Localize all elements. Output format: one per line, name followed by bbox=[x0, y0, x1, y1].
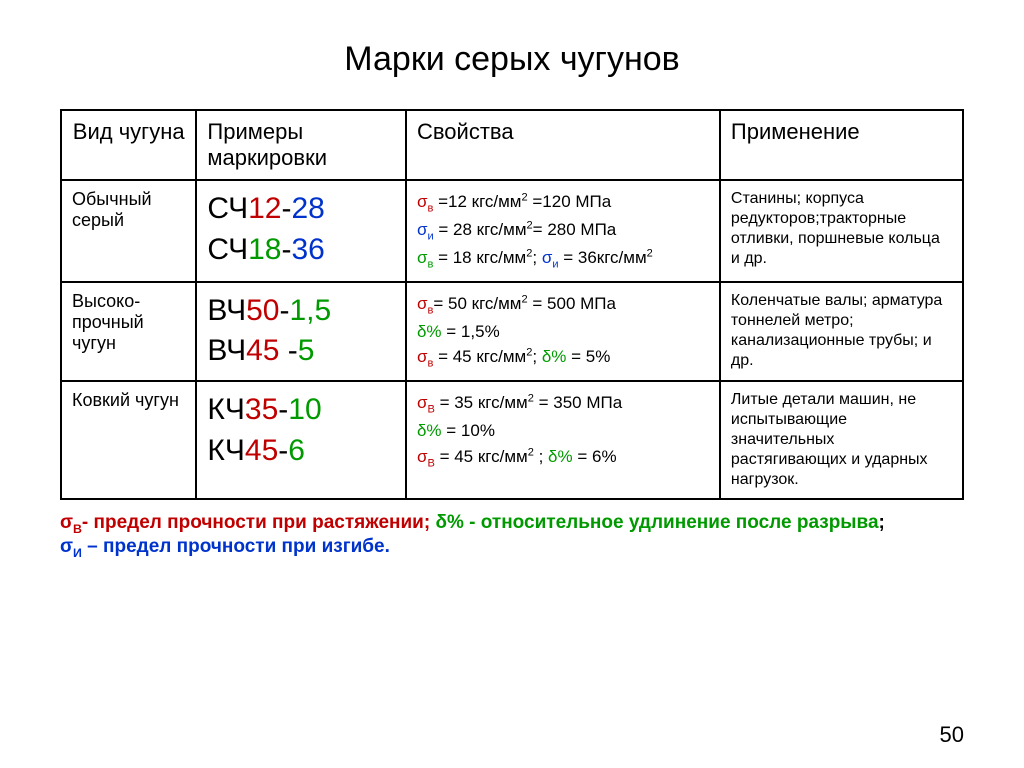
page-number: 50 bbox=[940, 722, 964, 748]
cell-application: Литые детали машин, не испытывающие знач… bbox=[720, 381, 963, 499]
property-line: σв= 50 кгс/мм2 = 500 МПа bbox=[417, 291, 709, 319]
cell-application: Станины; корпуса редукторов;тракторные о… bbox=[720, 180, 963, 282]
col-header-mark: Примеры маркировки bbox=[196, 110, 406, 180]
mark-line: СЧ18-36 bbox=[207, 230, 395, 271]
property-line: σВ = 45 кгс/мм2 ; δ% = 6% bbox=[417, 444, 709, 472]
col-header-properties: Свойства bbox=[406, 110, 720, 180]
cell-properties: σВ = 35 кгс/мм2 = 350 МПа δ% = 10%σВ = 4… bbox=[406, 381, 720, 499]
property-line: σи = 28 кгс/мм2= 280 МПа bbox=[417, 217, 709, 245]
col-header-application: Применение bbox=[720, 110, 963, 180]
cell-marks: ВЧ50-1,5ВЧ45 -5 bbox=[196, 282, 406, 381]
materials-table: Вид чугуна Примеры маркировки Свойства П… bbox=[60, 109, 964, 500]
table-header-row: Вид чугуна Примеры маркировки Свойства П… bbox=[61, 110, 963, 180]
table-row: Высоко-прочный чугунВЧ50-1,5ВЧ45 -5σв= 5… bbox=[61, 282, 963, 381]
property-line: σв = 18 кгс/мм2; σи = 36кгс/мм2 bbox=[417, 245, 709, 273]
col-header-type: Вид чугуна bbox=[61, 110, 196, 180]
table-row: Обычный серыйСЧ12-28СЧ18-36σв =12 кгс/мм… bbox=[61, 180, 963, 282]
property-line: δ% = 1,5% bbox=[417, 319, 709, 345]
mark-line: ВЧ45 -5 bbox=[207, 331, 395, 372]
cell-type: Высоко-прочный чугун bbox=[61, 282, 196, 381]
property-line: σВ = 35 кгс/мм2 = 350 МПа bbox=[417, 390, 709, 418]
mark-line: СЧ12-28 bbox=[207, 189, 395, 230]
mark-line: ВЧ50-1,5 bbox=[207, 291, 395, 332]
cell-application: Коленчатые валы; арматура тоннелей метро… bbox=[720, 282, 963, 381]
property-line: σв =12 кгс/мм2 =120 МПа bbox=[417, 189, 709, 217]
cell-type: Ковкий чугун bbox=[61, 381, 196, 499]
page-title: Марки серых чугунов bbox=[60, 40, 964, 79]
cell-marks: СЧ12-28СЧ18-36 bbox=[196, 180, 406, 282]
cell-properties: σв =12 кгс/мм2 =120 МПаσи = 28 кгс/мм2= … bbox=[406, 180, 720, 282]
mark-line: КЧ35-10 bbox=[207, 390, 395, 431]
table-row: Ковкий чугунКЧ35-10КЧ45-6σВ = 35 кгс/мм2… bbox=[61, 381, 963, 499]
mark-line: КЧ45-6 bbox=[207, 431, 395, 472]
cell-marks: КЧ35-10КЧ45-6 bbox=[196, 381, 406, 499]
property-line: σв = 45 кгс/мм2; δ% = 5% bbox=[417, 344, 709, 372]
legend: σВ- предел прочности при растяжении; δ% … bbox=[60, 512, 964, 560]
legend-line-2: σИ – предел прочности при изгибе. bbox=[60, 536, 964, 560]
cell-type: Обычный серый bbox=[61, 180, 196, 282]
property-line: δ% = 10% bbox=[417, 418, 709, 444]
cell-properties: σв= 50 кгс/мм2 = 500 МПаδ% = 1,5%σв = 45… bbox=[406, 282, 720, 381]
legend-line-1: σВ- предел прочности при растяжении; δ% … bbox=[60, 512, 964, 536]
